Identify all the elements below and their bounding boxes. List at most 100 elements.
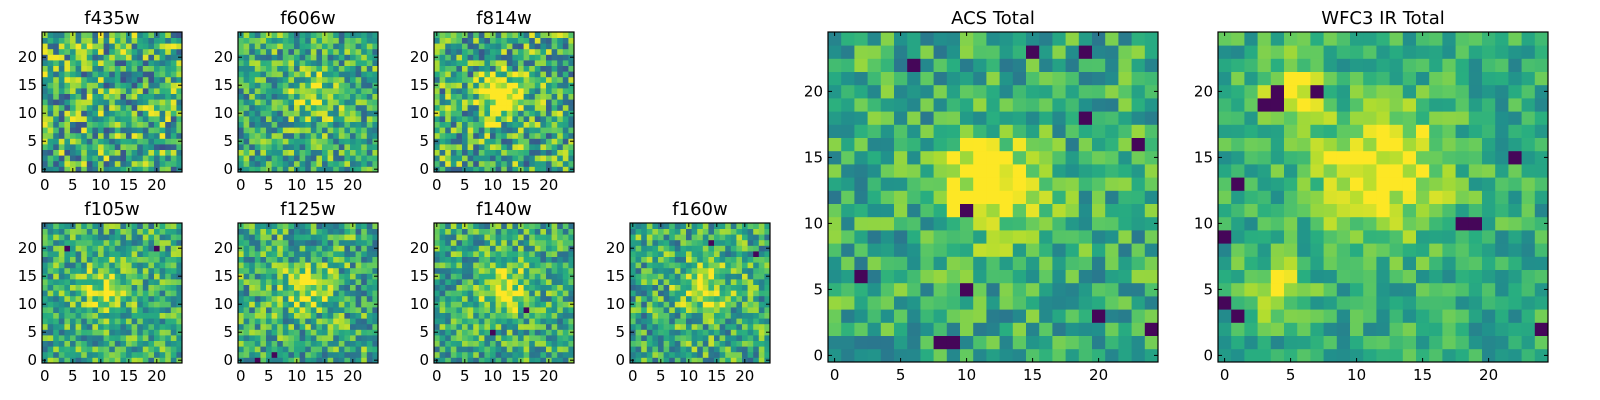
heatmap-cell <box>439 65 446 72</box>
heatmap-cell <box>490 295 496 302</box>
heatmap-cell <box>742 323 748 330</box>
heatmap-cell <box>266 138 272 145</box>
heatmap-cell <box>439 346 446 353</box>
heatmap-cell <box>540 335 547 341</box>
heatmap-cell <box>478 239 485 246</box>
heatmap-cell <box>316 290 323 297</box>
heatmap-cell <box>467 323 474 330</box>
heatmap-cell <box>277 48 284 55</box>
heatmap-cell <box>103 149 110 156</box>
heatmap-cell <box>327 251 334 257</box>
heatmap-cell <box>1118 216 1132 231</box>
heatmap-cell <box>1052 335 1066 350</box>
heatmap-cell <box>714 239 720 246</box>
heatmap-cell <box>534 160 541 167</box>
heatmap-cell <box>333 267 340 274</box>
heatmap-cell <box>730 323 737 330</box>
heatmap-cell <box>708 290 715 297</box>
heatmap-cell <box>165 357 172 364</box>
heatmap-cell <box>266 346 272 353</box>
heatmap-cell <box>534 239 541 246</box>
heatmap-cell <box>131 301 138 308</box>
heatmap-cell <box>322 312 328 319</box>
heatmap-cell <box>81 121 88 128</box>
heatmap-cell <box>64 82 71 89</box>
heatmap-cell <box>64 234 71 241</box>
heatmap-cell <box>702 318 709 325</box>
heatmap-cell <box>456 262 463 269</box>
heatmap-cell <box>512 301 519 308</box>
heatmap-cell <box>445 82 452 89</box>
heatmap-cell <box>702 239 709 246</box>
heatmap-cell <box>462 60 468 66</box>
heatmap-cell <box>277 279 284 285</box>
heatmap-cell <box>148 65 155 72</box>
heatmap-cell <box>64 329 71 336</box>
heatmap-cell <box>495 60 502 66</box>
heatmap-cell <box>350 88 356 94</box>
heatmap-cell <box>551 329 558 336</box>
heatmap-cell <box>534 121 541 128</box>
heatmap-cell <box>92 228 99 235</box>
heatmap-cell <box>86 121 93 128</box>
heatmap-cell <box>277 60 284 66</box>
heatmap-cell <box>126 318 132 325</box>
heatmap-cell <box>691 239 698 246</box>
heatmap-cell <box>238 290 244 297</box>
heatmap-cell <box>322 127 328 134</box>
heatmap-cell <box>243 234 250 241</box>
heatmap-cell <box>53 223 60 229</box>
heatmap-cell <box>260 48 267 55</box>
heatmap-cell <box>238 267 244 274</box>
heatmap-cell <box>663 273 670 280</box>
heatmap-cell <box>350 351 356 358</box>
heatmap-cell <box>568 284 575 291</box>
heatmap-cell <box>260 245 267 252</box>
heatmap-cell <box>999 335 1014 350</box>
heatmap-cell <box>159 76 166 83</box>
heatmap-cell <box>669 290 676 297</box>
heatmap-cell <box>58 37 65 44</box>
heatmap-cell <box>42 60 48 66</box>
heatmap-cell <box>512 312 519 319</box>
heatmap-cell <box>277 116 284 122</box>
heatmap-cell <box>238 37 244 44</box>
heatmap-cell <box>137 160 144 167</box>
heatmap-cell <box>973 243 987 257</box>
y-tick-label: 10 <box>214 295 233 313</box>
heatmap-cell <box>478 155 485 162</box>
heatmap-cell <box>159 329 166 336</box>
heatmap-cell <box>131 88 138 94</box>
heatmap-cell <box>534 267 541 274</box>
heatmap-cell <box>518 234 524 241</box>
heatmap-cell <box>506 144 513 150</box>
heatmap-cell <box>260 76 267 83</box>
heatmap-cell <box>529 127 536 134</box>
heatmap-cell <box>641 267 648 274</box>
heatmap-cell <box>691 295 698 302</box>
heatmap-cell <box>1131 296 1146 310</box>
heatmap-cell <box>501 65 508 72</box>
y-tick-label: 0 <box>223 351 233 369</box>
heatmap-cell <box>249 116 256 122</box>
heatmap-cell <box>719 340 726 347</box>
heatmap-cell <box>523 116 530 122</box>
heatmap-cell <box>282 279 289 285</box>
heatmap-cell <box>271 110 278 117</box>
heatmap-cell <box>434 351 440 358</box>
heatmap-cell <box>86 149 93 156</box>
heatmap-cell <box>305 290 312 297</box>
heatmap-cell <box>697 279 704 285</box>
heatmap-cell <box>742 295 748 302</box>
heatmap-cell <box>322 99 328 106</box>
heatmap-cell <box>725 340 732 347</box>
heatmap-cell <box>920 150 934 165</box>
heatmap-cell <box>854 348 868 363</box>
heatmap-cell <box>154 116 160 122</box>
heatmap-cell <box>540 234 547 241</box>
heatmap-cell <box>686 340 692 347</box>
heatmap-cell <box>529 43 536 50</box>
heatmap-cell <box>131 32 138 38</box>
heatmap-cell <box>467 284 474 291</box>
heatmap-cell <box>456 138 463 145</box>
